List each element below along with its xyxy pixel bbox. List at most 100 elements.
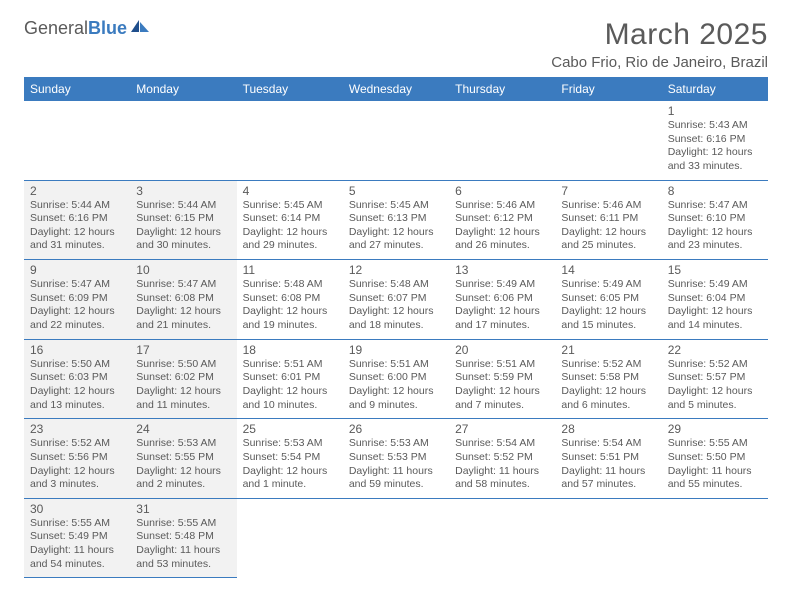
day-info: Sunrise: 5:45 AMSunset: 6:13 PMDaylight:… bbox=[349, 199, 443, 254]
day-info: Sunrise: 5:53 AMSunset: 5:53 PMDaylight:… bbox=[349, 437, 443, 492]
day-info: Sunrise: 5:46 AMSunset: 6:11 PMDaylight:… bbox=[561, 199, 655, 254]
day-number: 6 bbox=[455, 184, 549, 198]
day-info: Sunrise: 5:43 AMSunset: 6:16 PMDaylight:… bbox=[668, 119, 762, 174]
day-info: Sunrise: 5:51 AMSunset: 5:59 PMDaylight:… bbox=[455, 358, 549, 413]
day-info: Sunrise: 5:49 AMSunset: 6:06 PMDaylight:… bbox=[455, 278, 549, 333]
day-info: Sunrise: 5:48 AMSunset: 6:08 PMDaylight:… bbox=[243, 278, 337, 333]
logo-text-blue: Blue bbox=[88, 18, 127, 39]
day-number: 28 bbox=[561, 422, 655, 436]
day-info: Sunrise: 5:52 AMSunset: 5:56 PMDaylight:… bbox=[30, 437, 124, 492]
calendar-cell: 24Sunrise: 5:53 AMSunset: 5:55 PMDayligh… bbox=[130, 419, 236, 499]
calendar-cell bbox=[555, 101, 661, 180]
calendar-cell: 19Sunrise: 5:51 AMSunset: 6:00 PMDayligh… bbox=[343, 339, 449, 419]
day-number: 29 bbox=[668, 422, 762, 436]
day-info: Sunrise: 5:44 AMSunset: 6:15 PMDaylight:… bbox=[136, 199, 230, 254]
calendar-cell: 29Sunrise: 5:55 AMSunset: 5:50 PMDayligh… bbox=[662, 419, 768, 499]
calendar-table: SundayMondayTuesdayWednesdayThursdayFrid… bbox=[24, 77, 768, 578]
calendar-cell: 21Sunrise: 5:52 AMSunset: 5:58 PMDayligh… bbox=[555, 339, 661, 419]
day-info: Sunrise: 5:48 AMSunset: 6:07 PMDaylight:… bbox=[349, 278, 443, 333]
day-number: 26 bbox=[349, 422, 443, 436]
title-block: March 2025 Cabo Frio, Rio de Janeiro, Br… bbox=[551, 18, 768, 71]
day-number: 13 bbox=[455, 263, 549, 277]
calendar-header-row: SundayMondayTuesdayWednesdayThursdayFrid… bbox=[24, 77, 768, 101]
day-number: 23 bbox=[30, 422, 124, 436]
day-number: 17 bbox=[136, 343, 230, 357]
calendar-cell: 28Sunrise: 5:54 AMSunset: 5:51 PMDayligh… bbox=[555, 419, 661, 499]
calendar-cell: 18Sunrise: 5:51 AMSunset: 6:01 PMDayligh… bbox=[237, 339, 343, 419]
day-info: Sunrise: 5:50 AMSunset: 6:03 PMDaylight:… bbox=[30, 358, 124, 413]
calendar-cell bbox=[237, 498, 343, 578]
calendar-cell: 3Sunrise: 5:44 AMSunset: 6:15 PMDaylight… bbox=[130, 180, 236, 260]
day-number: 8 bbox=[668, 184, 762, 198]
header: GeneralBlue March 2025 Cabo Frio, Rio de… bbox=[24, 18, 768, 71]
calendar-cell: 26Sunrise: 5:53 AMSunset: 5:53 PMDayligh… bbox=[343, 419, 449, 499]
day-number: 12 bbox=[349, 263, 443, 277]
day-info: Sunrise: 5:54 AMSunset: 5:51 PMDaylight:… bbox=[561, 437, 655, 492]
day-info: Sunrise: 5:47 AMSunset: 6:09 PMDaylight:… bbox=[30, 278, 124, 333]
day-info: Sunrise: 5:46 AMSunset: 6:12 PMDaylight:… bbox=[455, 199, 549, 254]
weekday-header: Wednesday bbox=[343, 77, 449, 101]
day-number: 9 bbox=[30, 263, 124, 277]
day-info: Sunrise: 5:44 AMSunset: 6:16 PMDaylight:… bbox=[30, 199, 124, 254]
calendar-cell: 15Sunrise: 5:49 AMSunset: 6:04 PMDayligh… bbox=[662, 260, 768, 340]
day-info: Sunrise: 5:49 AMSunset: 6:04 PMDaylight:… bbox=[668, 278, 762, 333]
calendar-cell: 17Sunrise: 5:50 AMSunset: 6:02 PMDayligh… bbox=[130, 339, 236, 419]
day-number: 4 bbox=[243, 184, 337, 198]
day-number: 25 bbox=[243, 422, 337, 436]
calendar-cell: 22Sunrise: 5:52 AMSunset: 5:57 PMDayligh… bbox=[662, 339, 768, 419]
day-number: 14 bbox=[561, 263, 655, 277]
weekday-header: Tuesday bbox=[237, 77, 343, 101]
day-number: 31 bbox=[136, 502, 230, 516]
location: Cabo Frio, Rio de Janeiro, Brazil bbox=[551, 54, 768, 71]
day-info: Sunrise: 5:55 AMSunset: 5:50 PMDaylight:… bbox=[668, 437, 762, 492]
calendar-cell: 8Sunrise: 5:47 AMSunset: 6:10 PMDaylight… bbox=[662, 180, 768, 260]
day-info: Sunrise: 5:45 AMSunset: 6:14 PMDaylight:… bbox=[243, 199, 337, 254]
day-info: Sunrise: 5:50 AMSunset: 6:02 PMDaylight:… bbox=[136, 358, 230, 413]
calendar-cell bbox=[237, 101, 343, 180]
day-number: 22 bbox=[668, 343, 762, 357]
calendar-cell: 23Sunrise: 5:52 AMSunset: 5:56 PMDayligh… bbox=[24, 419, 130, 499]
calendar-cell: 6Sunrise: 5:46 AMSunset: 6:12 PMDaylight… bbox=[449, 180, 555, 260]
day-info: Sunrise: 5:53 AMSunset: 5:55 PMDaylight:… bbox=[136, 437, 230, 492]
calendar-cell bbox=[130, 101, 236, 180]
calendar-cell: 9Sunrise: 5:47 AMSunset: 6:09 PMDaylight… bbox=[24, 260, 130, 340]
weekday-header: Monday bbox=[130, 77, 236, 101]
calendar-cell: 25Sunrise: 5:53 AMSunset: 5:54 PMDayligh… bbox=[237, 419, 343, 499]
calendar-cell: 14Sunrise: 5:49 AMSunset: 6:05 PMDayligh… bbox=[555, 260, 661, 340]
day-info: Sunrise: 5:49 AMSunset: 6:05 PMDaylight:… bbox=[561, 278, 655, 333]
day-info: Sunrise: 5:52 AMSunset: 5:57 PMDaylight:… bbox=[668, 358, 762, 413]
calendar-cell bbox=[449, 101, 555, 180]
weekday-header: Saturday bbox=[662, 77, 768, 101]
calendar-cell bbox=[343, 101, 449, 180]
day-info: Sunrise: 5:55 AMSunset: 5:49 PMDaylight:… bbox=[30, 517, 124, 572]
day-number: 7 bbox=[561, 184, 655, 198]
calendar-cell: 16Sunrise: 5:50 AMSunset: 6:03 PMDayligh… bbox=[24, 339, 130, 419]
calendar-cell: 20Sunrise: 5:51 AMSunset: 5:59 PMDayligh… bbox=[449, 339, 555, 419]
day-info: Sunrise: 5:54 AMSunset: 5:52 PMDaylight:… bbox=[455, 437, 549, 492]
day-number: 2 bbox=[30, 184, 124, 198]
day-number: 30 bbox=[30, 502, 124, 516]
calendar-cell bbox=[555, 498, 661, 578]
day-info: Sunrise: 5:52 AMSunset: 5:58 PMDaylight:… bbox=[561, 358, 655, 413]
day-info: Sunrise: 5:47 AMSunset: 6:10 PMDaylight:… bbox=[668, 199, 762, 254]
calendar-cell: 13Sunrise: 5:49 AMSunset: 6:06 PMDayligh… bbox=[449, 260, 555, 340]
day-info: Sunrise: 5:51 AMSunset: 6:00 PMDaylight:… bbox=[349, 358, 443, 413]
day-number: 15 bbox=[668, 263, 762, 277]
day-number: 27 bbox=[455, 422, 549, 436]
calendar-cell bbox=[449, 498, 555, 578]
calendar-cell bbox=[24, 101, 130, 180]
calendar-cell: 5Sunrise: 5:45 AMSunset: 6:13 PMDaylight… bbox=[343, 180, 449, 260]
day-number: 19 bbox=[349, 343, 443, 357]
day-number: 24 bbox=[136, 422, 230, 436]
calendar-cell: 1Sunrise: 5:43 AMSunset: 6:16 PMDaylight… bbox=[662, 101, 768, 180]
weekday-header: Friday bbox=[555, 77, 661, 101]
day-info: Sunrise: 5:51 AMSunset: 6:01 PMDaylight:… bbox=[243, 358, 337, 413]
day-number: 10 bbox=[136, 263, 230, 277]
day-number: 20 bbox=[455, 343, 549, 357]
day-info: Sunrise: 5:55 AMSunset: 5:48 PMDaylight:… bbox=[136, 517, 230, 572]
sail-icon bbox=[129, 18, 151, 39]
day-number: 21 bbox=[561, 343, 655, 357]
day-number: 16 bbox=[30, 343, 124, 357]
day-number: 5 bbox=[349, 184, 443, 198]
calendar-cell: 4Sunrise: 5:45 AMSunset: 6:14 PMDaylight… bbox=[237, 180, 343, 260]
